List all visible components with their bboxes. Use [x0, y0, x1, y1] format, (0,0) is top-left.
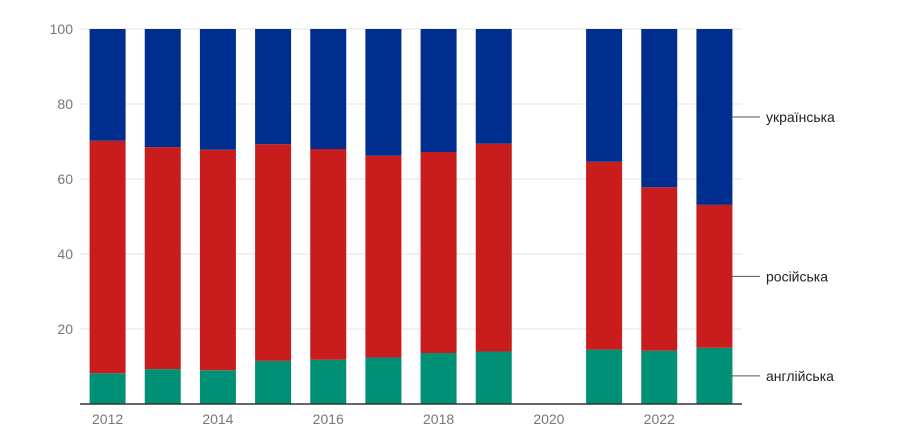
bar-2023-російська: [696, 204, 733, 348]
x-tick-label: 2018: [423, 411, 454, 427]
bar-2014-українська: [199, 29, 236, 150]
bar-2012-англійська: [89, 373, 126, 404]
bar-2022-англійська: [641, 350, 678, 404]
legend-label-українська: українська: [766, 109, 835, 125]
legend-label-російська: російська: [766, 268, 828, 284]
bar-2015-українська: [255, 29, 292, 145]
bar-2015-англійська: [255, 360, 292, 404]
bar-2017-українська: [365, 29, 402, 156]
bar-2023-англійська: [696, 347, 733, 404]
bar-2017-англійська: [365, 357, 402, 404]
bar-2016-російська: [310, 149, 347, 360]
bar-2013-російська: [144, 147, 181, 370]
x-tick-label: 2014: [202, 411, 233, 427]
bar-2013-українська: [144, 29, 181, 148]
legend: англійська російська українська: [731, 109, 835, 384]
bar-2019-англійська: [475, 351, 512, 404]
bar-2019-російська: [475, 143, 512, 352]
x-tick-label: 2016: [313, 411, 344, 427]
legend-label-англійська: англійська: [766, 368, 834, 384]
bar-2022-російська: [641, 187, 678, 351]
bar-2016-англійська: [310, 359, 347, 404]
x-tick-label: 2012: [92, 411, 123, 427]
bar-2012-українська: [89, 29, 126, 141]
y-tick-label: 20: [57, 321, 73, 337]
bars: [89, 29, 733, 404]
bar-2023-українська: [696, 29, 733, 205]
bar-2016-українська: [310, 29, 347, 149]
gridlines: [80, 28, 742, 330]
y-tick-label: 40: [57, 246, 73, 262]
bar-2022-українська: [641, 29, 678, 188]
bar-2014-російська: [199, 149, 236, 371]
x-tick-label: 2022: [644, 411, 675, 427]
bar-2014-англійська: [199, 370, 236, 404]
x-tick-label: 2020: [533, 411, 564, 427]
bar-2012-російська: [89, 140, 126, 374]
bar-2018-російська: [420, 152, 457, 353]
bar-2019-українська: [475, 29, 512, 144]
bar-2021-українська: [586, 29, 623, 162]
y-tick-label: 100: [50, 21, 74, 37]
x-axis-labels: 2012 2014 2016 2018 2020 2022: [92, 411, 675, 427]
bar-2021-російська: [586, 161, 623, 350]
bar-2015-російська: [255, 144, 292, 361]
y-tick-label: 60: [57, 171, 73, 187]
bar-2013-англійська: [144, 369, 181, 404]
bar-2017-російська: [365, 155, 402, 358]
bar-2018-англійська: [420, 353, 457, 404]
y-axis-labels: 20 40 60 80 100: [50, 21, 74, 337]
bar-2021-англійська: [586, 349, 623, 404]
bar-2018-українська: [420, 29, 457, 152]
y-tick-label: 80: [57, 96, 73, 112]
